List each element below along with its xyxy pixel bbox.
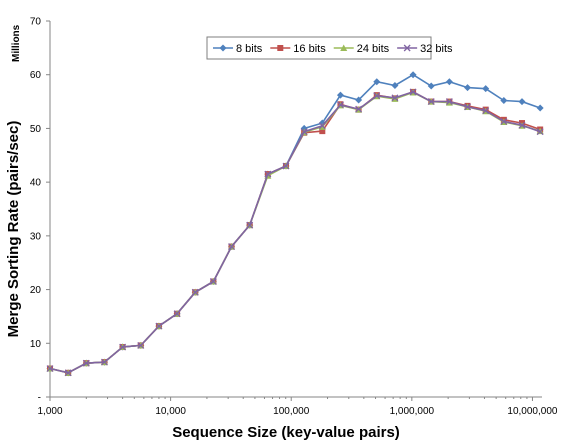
data-point (500, 117, 508, 125)
axes: - 10 20 30 40 50 60 70 1,000 10,000 100,000 1,000,… (30, 17, 558, 418)
data-point (445, 78, 453, 86)
data-point (264, 170, 272, 178)
series-line (49, 91, 541, 374)
data-point (409, 88, 417, 96)
x-ticks: 1,000 10,000 100,000 1,000,000 10,000,000 (37, 397, 558, 417)
legend-label: 24 bits (357, 43, 390, 55)
y-tick-label: 50 (30, 124, 42, 135)
legend-label: 32 bits (420, 43, 453, 55)
legend-item: 16 bits (270, 43, 326, 55)
data-point (373, 78, 381, 86)
x-tick-label: 1,000,000 (390, 406, 435, 417)
y-axis-title: Merge Sorting Rate (pairs/sec) (5, 121, 22, 338)
data-point (319, 128, 326, 135)
y-unit-label: Millions (11, 24, 22, 62)
data-point (427, 82, 435, 90)
y-tick-label: 10 (30, 339, 42, 350)
series-line (49, 91, 541, 374)
series-line (49, 91, 541, 374)
data-point (464, 103, 472, 111)
series-8-bits (46, 71, 544, 377)
data-point (373, 92, 381, 100)
data-point (391, 94, 399, 102)
y-tick-label: 30 (30, 231, 42, 242)
legend-item: 8 bits (213, 43, 263, 55)
data-point (355, 105, 363, 113)
data-point (228, 243, 235, 251)
data-point (482, 107, 490, 115)
data-point (246, 221, 254, 229)
data-point (209, 278, 217, 285)
x-axis-title: Sequence Size (key-value pairs) (172, 424, 400, 441)
legend-item: 32 bits (397, 43, 453, 55)
y-ticks: - 10 20 30 40 50 60 70 (30, 17, 50, 404)
data-point (219, 44, 227, 52)
data-point (137, 341, 145, 349)
data-point (336, 91, 344, 99)
x-tick-label: 1,000 (37, 406, 62, 417)
data-point (464, 84, 472, 92)
data-point (119, 343, 127, 351)
data-point (536, 128, 544, 136)
x-tick-label: 10,000 (155, 406, 186, 417)
legend-items: 8 bits 16 bits 24 bits 32 bits (213, 43, 453, 55)
data-point (64, 369, 72, 377)
data-point (277, 45, 284, 51)
data-point (337, 101, 344, 109)
data-point (500, 96, 508, 104)
data-point (518, 121, 526, 129)
data-point (427, 98, 435, 106)
legend-label: 8 bits (236, 43, 263, 55)
y-tick-label: 20 (30, 285, 42, 296)
x-tick-label: 10,000,000 (507, 406, 557, 417)
y-tick-label: 70 (30, 17, 42, 28)
y-tick-label: 60 (30, 70, 42, 81)
data-point (445, 98, 453, 106)
data-point (409, 71, 417, 79)
data-point (282, 162, 290, 170)
data-point (536, 104, 544, 112)
y-tick-label: - (38, 393, 41, 404)
data-point (100, 358, 108, 366)
series-line (49, 73, 541, 374)
y-tick-label: 40 (30, 178, 42, 189)
legend-box (206, 36, 432, 60)
data-point (82, 359, 90, 367)
data-point (391, 81, 399, 89)
series-32-bits (46, 88, 544, 377)
series-24-bits (46, 88, 544, 376)
data-point (173, 310, 181, 318)
data-point (518, 98, 526, 106)
data-point (403, 44, 411, 52)
legend: 8 bits 16 bits 24 bits 32 bits (206, 36, 453, 60)
data-point (482, 85, 490, 93)
data-point (191, 288, 199, 296)
data-point (355, 96, 363, 104)
series-layer (46, 71, 544, 377)
data-point (340, 44, 348, 51)
series-16-bits (47, 88, 544, 376)
data-point (318, 122, 326, 130)
data-point (300, 128, 308, 136)
x-tick-label: 100,000 (273, 406, 310, 417)
data-point (46, 365, 54, 372)
legend-item: 24 bits (333, 43, 390, 55)
legend-label: 16 bits (293, 43, 326, 55)
data-point (155, 322, 163, 330)
